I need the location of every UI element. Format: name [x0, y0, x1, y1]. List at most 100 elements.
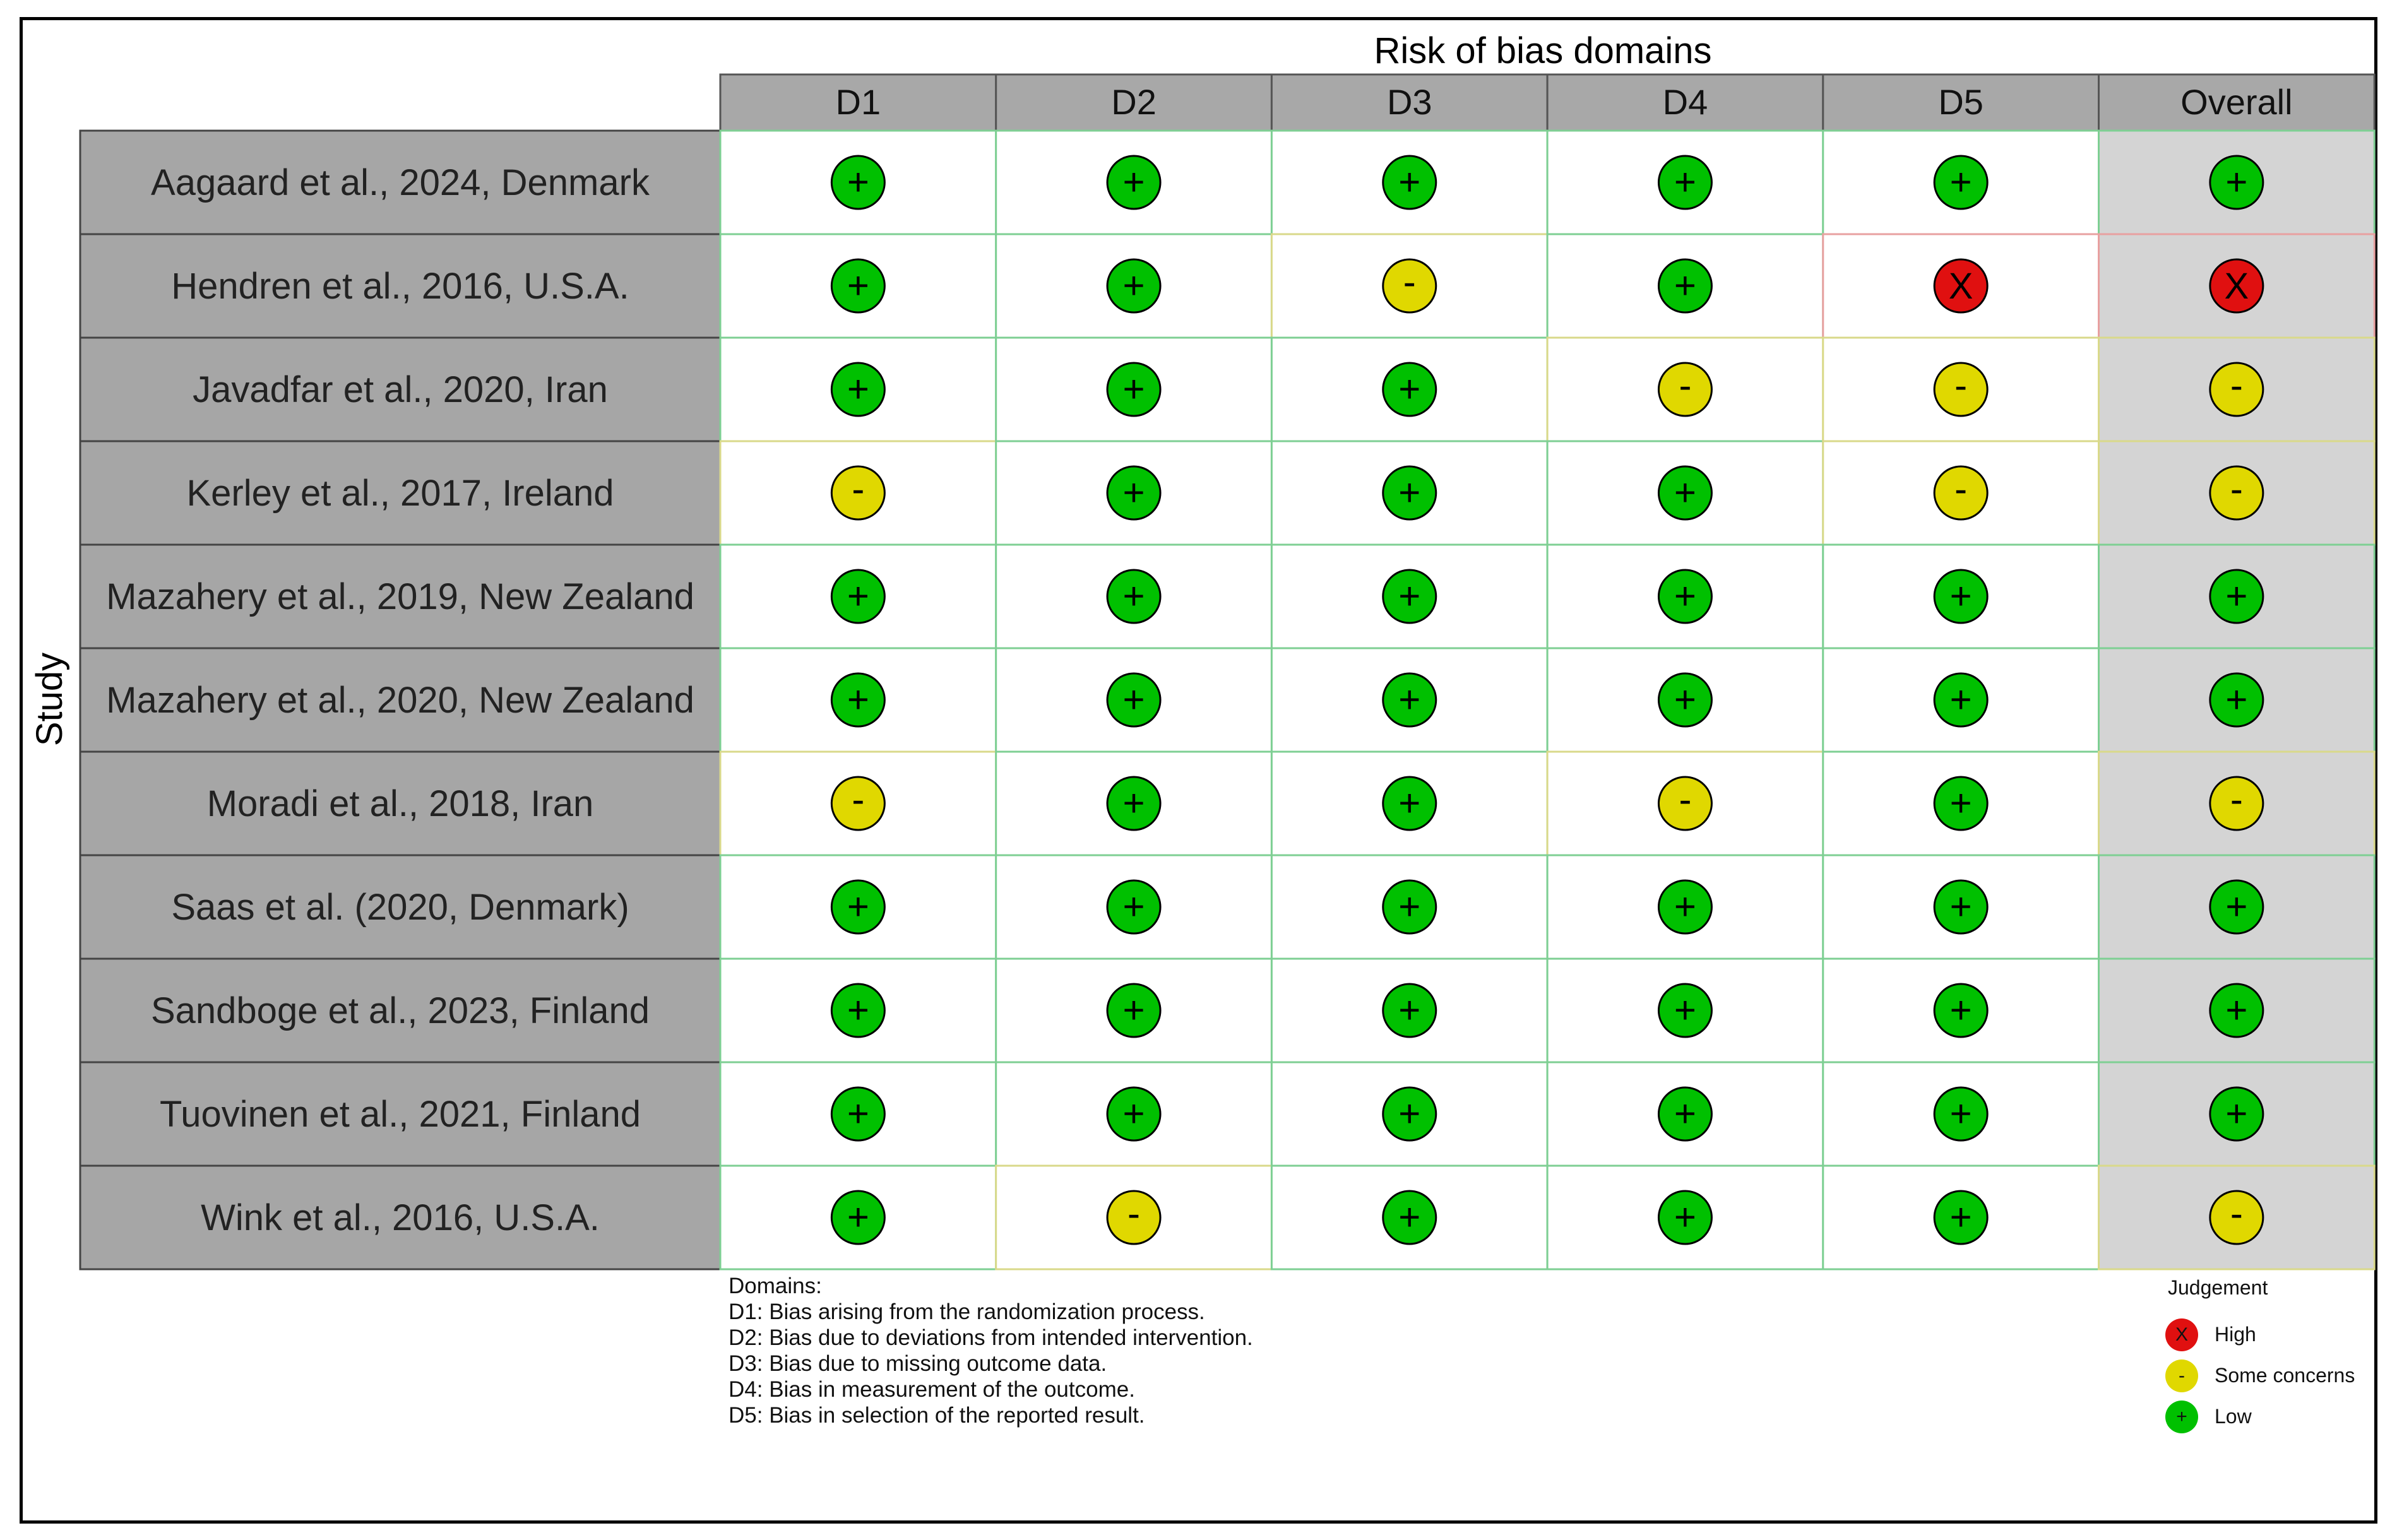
judgement-marker: [2209, 879, 2264, 935]
study-label-wink-et-al-2016-u-s-a: Wink et al., 2016, U.S.A.: [201, 1197, 600, 1238]
judgement-marker: [1933, 1190, 1989, 1245]
study-cell: [79, 750, 722, 856]
judgement-symbol: +: [1398, 368, 1420, 410]
column-header-overall: [2098, 73, 2376, 132]
judgement-marker: [2209, 983, 2264, 1038]
study-label-moradi-et-al-2018-iran: Moradi et al., 2018, Iran: [207, 783, 594, 824]
judgement-symbol: +: [1398, 1196, 1420, 1238]
judgement-marker: [1382, 569, 1437, 624]
judgement-marker: [830, 465, 886, 521]
judgement-symbol: -: [1403, 261, 1416, 303]
study-label-javadfar-et-al-2020-iran: Javadfar et al., 2020, Iran: [193, 369, 608, 410]
judgement-marker: [830, 776, 886, 831]
judgement-marker: [830, 672, 886, 728]
study-label-kerley-et-al-2017-ireland: Kerley et al., 2017, Ireland: [186, 473, 614, 514]
judgement-symbol: +: [2225, 161, 2247, 203]
judgement-marker: [1382, 776, 1437, 831]
judgement-marker: [1382, 879, 1437, 935]
study-cell: [79, 854, 722, 960]
study-cell: [79, 129, 722, 235]
judgement-marker: [1657, 1086, 1713, 1142]
judgement-symbol: +: [847, 264, 869, 307]
study-cell: [79, 233, 722, 339]
judgement-marker: [1657, 362, 1713, 417]
legend-item-some-concerns: - Some concerns: [2165, 1355, 2355, 1396]
judgement-marker: [1933, 569, 1989, 624]
judgement-marker: [1657, 776, 1713, 831]
study-label-hendren-et-al-2016-u-s-a: Hendren et al., 2016, U.S.A.: [171, 266, 629, 307]
judgement-marker: [1933, 983, 1989, 1038]
judgement-marker: [1657, 465, 1713, 521]
judgement-symbol: -: [2230, 1192, 2243, 1235]
judgement-symbol: -: [2230, 778, 2243, 820]
judgement-symbol: +: [1123, 575, 1145, 617]
study-label-mazahery-et-al-2019-new-zealand: Mazahery et al., 2019, New Zealand: [106, 576, 694, 617]
judgement-marker: [2209, 776, 2264, 831]
judgement-symbol: +: [1950, 1093, 1972, 1135]
judgement-marker: [2209, 258, 2264, 314]
judgement-symbol: +: [1950, 989, 1972, 1031]
judgement-symbol: +: [2225, 989, 2247, 1031]
judgement-symbol: +: [1123, 471, 1145, 514]
judgement-symbol: +: [1950, 575, 1972, 617]
study-cell: [79, 1061, 722, 1167]
judgement-symbol: +: [847, 1196, 869, 1238]
domain-line-d4: D4: Bias in measurement of the outcome.: [729, 1377, 1135, 1402]
domains-note: Domains: D1: Bias arising from the rando…: [729, 1273, 1253, 1428]
judgement-marker: [830, 983, 886, 1038]
legend-some-concerns-label: Some concerns: [2215, 1364, 2355, 1387]
judgement-symbol: +: [1123, 886, 1145, 928]
judgement-marker: [1933, 258, 1989, 314]
chart-title: Risk of bias domains: [1374, 30, 1711, 71]
judgement-marker: [1106, 155, 1162, 210]
judgement-symbol: +: [1398, 678, 1420, 721]
domain-line-d3: D3: Bias due to missing outcome data.: [729, 1351, 1107, 1376]
judgement-marker: [1657, 155, 1713, 210]
judgement-symbol: X: [2225, 266, 2249, 307]
judgement-symbol: +: [1123, 1093, 1145, 1135]
judgement-marker: [830, 879, 886, 935]
judgement-symbol: +: [1950, 782, 1972, 824]
column-header-label-overall: Overall: [2180, 82, 2292, 122]
judgement-marker: [1382, 465, 1437, 521]
judgement-symbol: +: [1398, 471, 1420, 514]
legend-item-low: + Low: [2165, 1396, 2355, 1437]
judgement-symbol: +: [1123, 678, 1145, 721]
judgement-symbol: +: [1950, 678, 1972, 721]
judgement-symbol: -: [852, 468, 864, 510]
judgement-marker: [1657, 672, 1713, 728]
judgement-marker: [830, 362, 886, 417]
column-header-label-d3: D3: [1387, 82, 1432, 122]
y-axis-label: Study: [29, 653, 70, 746]
judgement-symbol: -: [2230, 364, 2243, 406]
judgement-marker: [830, 258, 886, 314]
judgement-symbol: +: [1950, 161, 1972, 203]
judgement-marker: [1382, 672, 1437, 728]
judgement-symbol: -: [1127, 1192, 1140, 1235]
judgement-symbol: +: [1123, 368, 1145, 410]
judgement-symbol: +: [1674, 1093, 1696, 1135]
column-header-d5: [1822, 73, 2100, 132]
judgement-symbol: +: [1398, 782, 1420, 824]
judgement-symbol: -: [1954, 468, 1967, 510]
judgement-symbol: -: [852, 778, 864, 820]
judgement-marker: [1933, 1086, 1989, 1142]
legend-high-marker: X: [2165, 1318, 2198, 1351]
judgement-symbol: +: [1398, 575, 1420, 617]
judgement-symbol: -: [1954, 364, 1967, 406]
judgement-symbol: +: [1123, 264, 1145, 307]
judgement-marker: [830, 155, 886, 210]
judgement-marker: [1657, 879, 1713, 935]
judgement-marker: [830, 1190, 886, 1245]
judgement-marker: [1657, 258, 1713, 314]
study-label-saas-et-al-2020-denmark: Saas et al. (2020, Denmark): [171, 887, 629, 928]
judgement-symbol: +: [1123, 161, 1145, 203]
judgement-symbol: +: [2225, 678, 2247, 721]
column-header-d3: [1270, 73, 1549, 132]
domain-line-d1: D1: Bias arising from the randomization …: [729, 1300, 1205, 1324]
judgement-marker: [1657, 569, 1713, 624]
judgement-symbol: +: [847, 678, 869, 721]
judgement-marker: [2209, 362, 2264, 417]
judgement-marker: [1106, 672, 1162, 728]
judgement-marker: [830, 1086, 886, 1142]
